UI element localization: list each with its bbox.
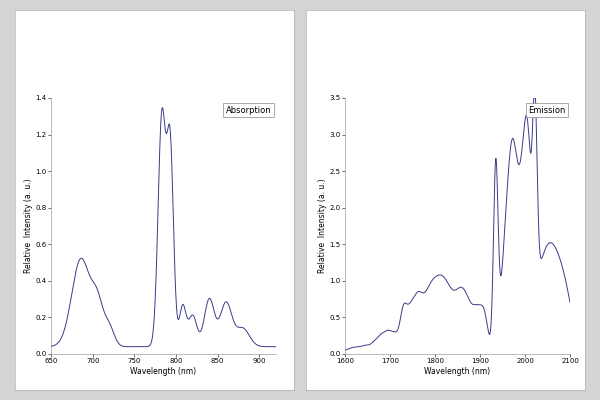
Y-axis label: Relative  Intensity (a. u.): Relative Intensity (a. u.) xyxy=(318,179,327,273)
X-axis label: Wavelength (nm): Wavelength (nm) xyxy=(424,367,491,376)
Y-axis label: Relative  Intensity (a. u.): Relative Intensity (a. u.) xyxy=(24,179,33,273)
Text: Absorption: Absorption xyxy=(226,106,271,115)
Text: Emission: Emission xyxy=(528,106,566,115)
X-axis label: Wavelength (nm): Wavelength (nm) xyxy=(130,367,197,376)
